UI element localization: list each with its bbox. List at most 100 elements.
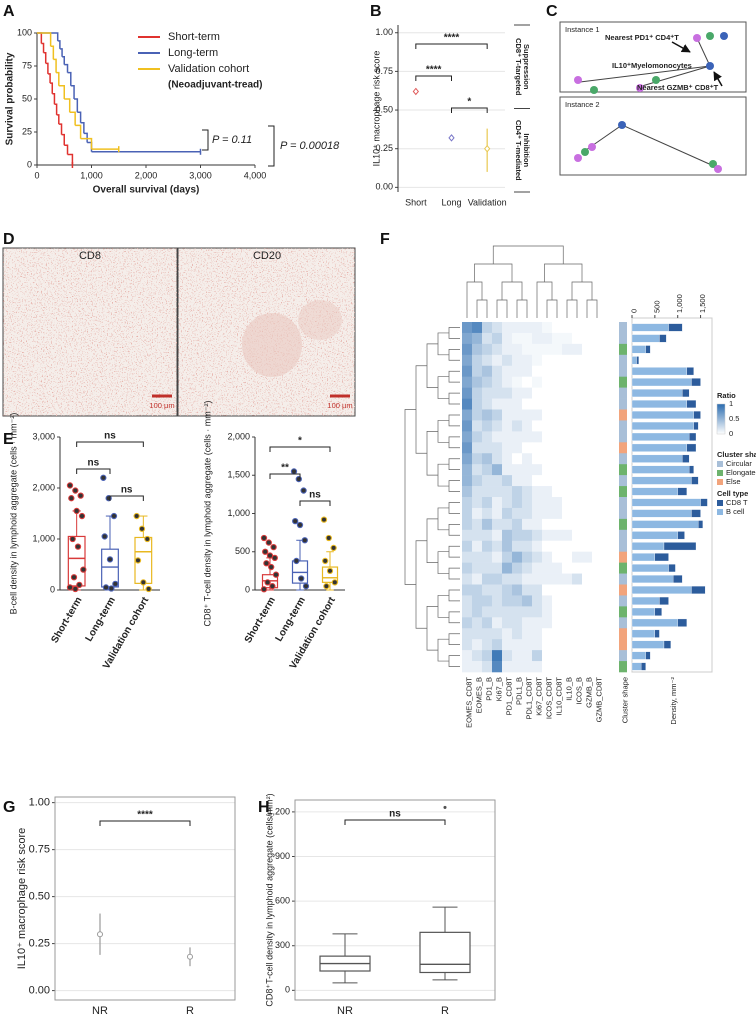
heat-cell bbox=[492, 573, 503, 585]
x-tick-label: R bbox=[441, 1005, 449, 1014]
heat-cell bbox=[462, 606, 473, 618]
heat-cell bbox=[522, 507, 533, 520]
point bbox=[112, 580, 119, 588]
column-label: PD1_B bbox=[484, 677, 493, 701]
cluster-shape-cell bbox=[619, 628, 627, 640]
heat-cell bbox=[522, 420, 533, 432]
point bbox=[326, 567, 334, 575]
heat-cell bbox=[532, 322, 543, 334]
x-tick-label: NR bbox=[337, 1005, 353, 1014]
heat-cell bbox=[582, 409, 593, 421]
survival-step bbox=[67, 153, 74, 165]
heat-cell bbox=[462, 518, 473, 531]
box bbox=[419, 931, 471, 974]
y-tick-label: 0 bbox=[245, 584, 250, 594]
heat-cell bbox=[472, 398, 483, 410]
column-label: GZMB_CD8T bbox=[594, 677, 603, 723]
point bbox=[268, 563, 275, 571]
heat-cell bbox=[502, 387, 513, 399]
heat-cell bbox=[512, 453, 523, 465]
significance-bracket bbox=[344, 819, 446, 825]
heat-cell bbox=[462, 639, 473, 651]
density-bar bbox=[700, 498, 708, 507]
heat-cell bbox=[462, 595, 473, 607]
heat-cell bbox=[572, 562, 583, 574]
heat-cell bbox=[492, 606, 503, 618]
point bbox=[260, 534, 268, 542]
density-bar bbox=[631, 323, 669, 332]
heat-cell bbox=[572, 628, 583, 640]
heat-cell bbox=[582, 365, 593, 377]
heat-cell bbox=[462, 354, 473, 367]
heat-cell bbox=[572, 387, 583, 399]
heat-cell bbox=[462, 387, 473, 399]
row-dendrogram bbox=[448, 589, 460, 602]
heat-cell bbox=[522, 595, 533, 607]
heat-cell bbox=[572, 464, 583, 476]
density-bar bbox=[693, 410, 701, 419]
point bbox=[330, 544, 337, 552]
image-title: CD20 bbox=[253, 250, 281, 262]
y-tick-label: 300 bbox=[275, 940, 290, 950]
heat-cell bbox=[582, 562, 593, 574]
heat-cell bbox=[582, 551, 593, 563]
heat-cell bbox=[572, 453, 583, 465]
heat-cell bbox=[552, 453, 563, 465]
heat-cell bbox=[512, 639, 523, 651]
heat-cell bbox=[532, 661, 543, 673]
heat-cell bbox=[542, 661, 553, 673]
density-bar bbox=[631, 585, 692, 594]
cluster-shape-cell bbox=[619, 409, 627, 421]
heat-cell bbox=[532, 529, 543, 542]
scale-label: 100 µm bbox=[149, 401, 174, 410]
node bbox=[636, 84, 644, 92]
density-bar bbox=[631, 564, 669, 573]
survival-step bbox=[83, 132, 88, 143]
heat-cell bbox=[542, 442, 553, 454]
heat-cell bbox=[462, 551, 473, 563]
density-bar bbox=[686, 443, 697, 452]
heat-cell bbox=[482, 628, 493, 640]
heat-cell bbox=[572, 518, 583, 531]
heat-cell bbox=[462, 562, 473, 574]
legend-title: Cell type bbox=[717, 489, 748, 498]
heat-cell bbox=[532, 562, 543, 574]
node-label: Nearest GZMB⁺ CD8⁺T bbox=[637, 83, 719, 92]
density-bar bbox=[631, 432, 690, 441]
heat-cell bbox=[532, 409, 543, 421]
point bbox=[295, 475, 302, 483]
heat-cell bbox=[482, 322, 493, 334]
heat-cell bbox=[482, 617, 493, 629]
heat-cell bbox=[512, 540, 523, 552]
heat-cell bbox=[512, 387, 523, 399]
heat-cell bbox=[502, 617, 513, 629]
x-axis-label: Density, mm⁻² bbox=[669, 677, 678, 725]
y-tick-label: 0.50 bbox=[375, 104, 393, 114]
cluster-shape-cell bbox=[619, 442, 627, 454]
heat-cell bbox=[592, 322, 603, 334]
heat-cell bbox=[482, 486, 493, 498]
significance-bracket bbox=[109, 495, 144, 501]
heat-cell bbox=[582, 420, 593, 432]
heat-cell bbox=[482, 409, 493, 421]
heat-cell bbox=[482, 661, 493, 673]
heat-cell bbox=[542, 387, 553, 399]
density-bar bbox=[631, 553, 656, 562]
point bbox=[73, 507, 80, 515]
heat-cell bbox=[552, 442, 563, 454]
cluster-shape-cell bbox=[619, 507, 627, 520]
heat-cell bbox=[562, 661, 573, 673]
row-dendrogram bbox=[426, 518, 438, 563]
legend-note: (Neoadjuvant-tread) bbox=[168, 80, 262, 91]
heat-cell bbox=[562, 431, 573, 443]
density-bar bbox=[688, 432, 697, 441]
heat-cell bbox=[562, 507, 573, 520]
x-tick-label: Short-term bbox=[243, 595, 278, 645]
heat-cell bbox=[512, 365, 523, 377]
heat-cell bbox=[512, 661, 523, 673]
heat-cell bbox=[492, 518, 503, 531]
node bbox=[574, 76, 582, 84]
row-dendrogram bbox=[415, 540, 427, 629]
heat-cell bbox=[462, 464, 473, 476]
heat-cell bbox=[462, 486, 473, 498]
